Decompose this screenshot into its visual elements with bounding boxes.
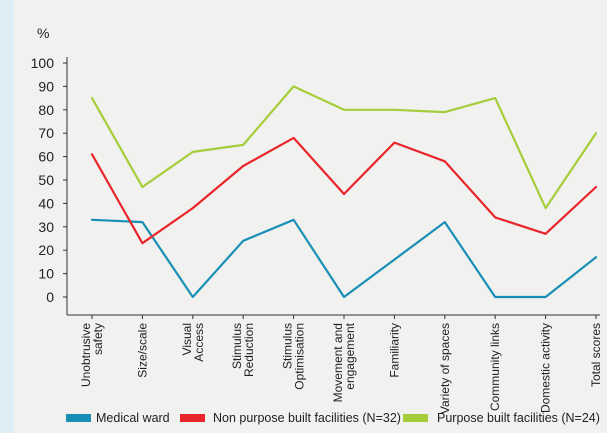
category-label-line: Access: [192, 323, 206, 362]
category-label-line: engagement: [343, 322, 357, 389]
y-tick-label: 60: [38, 149, 54, 165]
category-label-line: Stimulus: [230, 323, 244, 369]
category-label-line: Domestic activity: [539, 323, 553, 413]
y-tick-label: 20: [38, 242, 54, 258]
legend-swatch-3: [403, 414, 428, 422]
category-label-line: Total scores: [589, 323, 603, 387]
legend-swatch-2: [180, 414, 205, 422]
series-line-3: [90, 85, 598, 210]
legend-label-1: Medical ward: [96, 411, 170, 425]
legend-label-2: Non purpose built facilities (N=32): [213, 411, 401, 425]
legend-label-3: Purpose built facilities (N=24): [437, 411, 600, 425]
category-label: Total scores: [589, 323, 603, 387]
y-tick-label: 90: [38, 78, 54, 94]
category-label-line: Community links: [488, 323, 502, 411]
category-label-line: Stimulus: [281, 323, 295, 369]
category-label: Community links: [488, 323, 502, 411]
series-line-2: [90, 136, 598, 245]
y-tick-label: 40: [38, 195, 54, 211]
y-tick-label: 0: [46, 289, 54, 305]
category-label-line: Variety of spaces: [438, 323, 452, 414]
category-label: Size/scale: [135, 323, 149, 378]
category-label: Domestic activity: [539, 323, 553, 413]
category-label: Familiarity: [387, 323, 401, 378]
series-line-1: [90, 218, 598, 299]
category-label-line: Visual: [180, 323, 194, 355]
y-tick-label: 10: [38, 266, 54, 282]
legend: Medical ward Non purpose built facilities…: [66, 411, 600, 425]
category-label: Variety of spaces: [438, 323, 452, 414]
category-label-line: Size/scale: [135, 323, 149, 378]
category-label-line: Unobtrusive: [79, 323, 93, 387]
legend-swatch-1: [66, 414, 91, 422]
category-label-line: Movement and: [331, 323, 345, 402]
axes: 0 10 20 30 40 50 60 70 80 90 100%: [31, 25, 600, 319]
series-lines: [90, 85, 598, 299]
y-tick-label: 70: [38, 125, 54, 141]
y-tick-label: 50: [38, 172, 54, 188]
chart-panel: [14, 0, 607, 433]
category-label-line: Familiarity: [387, 323, 401, 378]
y-axis-label: %: [37, 25, 49, 41]
y-tick-label: 80: [38, 102, 54, 118]
category-label-line: Optimisation: [293, 323, 307, 390]
category-label-line: safety: [91, 323, 105, 355]
category-label-line: Reduction: [242, 323, 256, 377]
y-tick-label: 30: [38, 219, 54, 235]
y-tick-label: 100: [31, 55, 55, 71]
